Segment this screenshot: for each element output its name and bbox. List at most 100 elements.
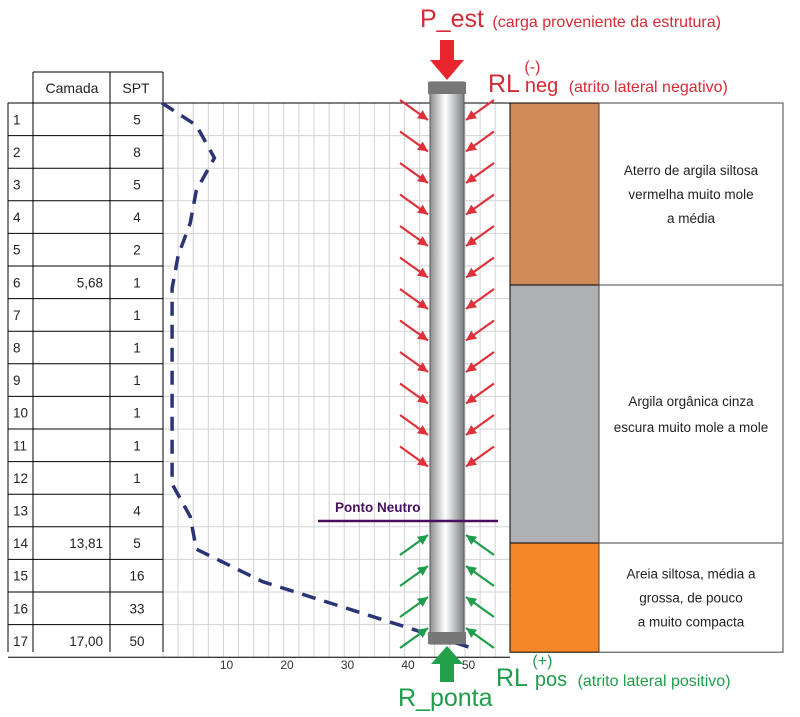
friction-arrowhead xyxy=(416,267,428,278)
friction-arrowhead xyxy=(416,362,428,372)
spt-axis-tick: 40 xyxy=(401,658,415,672)
friction-arrowhead xyxy=(466,425,478,435)
row-spt: 1 xyxy=(133,275,141,290)
header-camada: Camada xyxy=(46,80,99,96)
row-spt: 5 xyxy=(133,178,141,193)
soil-layer-description-box xyxy=(598,284,784,544)
row-spt: 4 xyxy=(133,210,141,225)
soil-layer-text: a média xyxy=(667,211,716,226)
row-depth: 10 xyxy=(13,406,28,421)
friction-arrowhead xyxy=(466,362,478,372)
friction-arrowhead xyxy=(416,456,428,467)
rl-neg-label: RL xyxy=(488,70,520,98)
soil-layer-text: a muito compacta xyxy=(638,615,745,630)
row-camada: 5,68 xyxy=(77,275,103,290)
row-spt: 4 xyxy=(133,504,141,519)
spt-axis-tick: 50 xyxy=(462,658,476,672)
friction-arrowhead xyxy=(416,535,428,545)
spt-table: Camada SPT 1 52 83 54 45 26 5,68 17 18 19 110 111 11… xyxy=(7,71,164,658)
friction-arrowhead xyxy=(416,141,428,152)
row-spt: 1 xyxy=(133,406,141,421)
ponto-neutro-label: Ponto Neutro xyxy=(335,500,421,515)
pile-cap-top xyxy=(428,82,466,94)
row-depth: 12 xyxy=(13,471,28,486)
soil-layer-text: Aterro de argila siltosa xyxy=(624,163,759,178)
friction-arrowhead xyxy=(466,393,478,404)
friction-arrowhead xyxy=(416,173,428,183)
soil-layer-description-box xyxy=(598,542,784,653)
rl-neg-title: RL (-) neg (atrito lateral negativo) xyxy=(488,59,728,98)
spt-axis-tick: 10 xyxy=(220,658,234,672)
row-spt: 33 xyxy=(129,601,144,616)
row-depth: 9 xyxy=(13,373,21,388)
friction-arrows xyxy=(399,99,495,649)
soil-layer-swatch xyxy=(509,284,600,544)
friction-arrowhead xyxy=(466,597,478,607)
header-spt: SPT xyxy=(122,80,150,96)
friction-arrowhead xyxy=(466,110,478,120)
soil-layer-text: escura muito mole a mole xyxy=(614,420,769,435)
soil-layer-text: Areia siltosa, média a xyxy=(626,567,756,582)
soil-layer-description-box xyxy=(598,102,784,286)
friction-arrowhead xyxy=(416,628,428,638)
row-depth: 16 xyxy=(13,601,28,616)
p-est-title: P_est (carga proveniente da estrutura) xyxy=(420,5,721,33)
friction-arrowhead xyxy=(416,597,428,607)
row-spt: 1 xyxy=(133,438,141,453)
soil-layer-text: vermelha muito mole xyxy=(628,187,753,202)
row-depth: 8 xyxy=(13,341,21,356)
spt-axis-tick: 20 xyxy=(280,658,294,672)
row-depth: 17 xyxy=(13,634,28,649)
r-ponta-label: R_ponta xyxy=(398,684,493,712)
row-spt: 1 xyxy=(133,341,141,356)
row-spt: 8 xyxy=(133,145,141,160)
rl-pos-sub: pos xyxy=(535,669,567,691)
row-spt: 5 xyxy=(133,536,141,551)
row-camada: 17,00 xyxy=(69,634,103,649)
row-depth: 3 xyxy=(13,178,21,193)
row-depth: 7 xyxy=(13,308,21,323)
row-camada: 13,81 xyxy=(69,536,103,551)
soil-layers: Aterro de argila siltosa vermelha muito m… xyxy=(509,102,784,653)
p-est-label: P_est xyxy=(420,5,484,33)
friction-arrowhead xyxy=(416,204,428,215)
friction-arrowhead xyxy=(466,204,478,215)
friction-arrowhead xyxy=(466,173,478,183)
friction-arrowhead xyxy=(466,456,478,467)
row-depth: 15 xyxy=(13,569,28,584)
row-depth: 2 xyxy=(13,145,21,160)
row-depth: 6 xyxy=(13,275,21,290)
soil-layer-swatch xyxy=(509,102,600,286)
row-spt: 1 xyxy=(133,373,141,388)
friction-arrowhead xyxy=(466,628,478,638)
rl-pos-title: RL (+) pos (atrito lateral positivo) xyxy=(496,653,731,692)
row-depth: 1 xyxy=(13,112,21,127)
row-spt: 1 xyxy=(133,308,141,323)
row-spt: 2 xyxy=(133,243,141,258)
r-ponta-arrow xyxy=(431,646,463,682)
row-depth: 13 xyxy=(13,504,28,519)
p-est-arrow xyxy=(430,40,464,80)
soil-layer-text: Argila orgânica cinza xyxy=(628,394,754,409)
row-depth: 11 xyxy=(13,438,27,453)
friction-arrowhead xyxy=(416,393,428,404)
row-depth: 5 xyxy=(13,243,21,258)
friction-arrowhead xyxy=(466,566,478,576)
friction-arrowhead xyxy=(416,566,428,576)
rl-neg-sub: neg xyxy=(525,75,558,97)
row-depth: 14 xyxy=(13,536,29,551)
friction-arrowhead xyxy=(466,299,478,309)
soil-layer-swatch xyxy=(509,542,600,653)
pile xyxy=(428,81,466,645)
spt-axis-tick: 30 xyxy=(341,658,355,672)
spt-curve xyxy=(161,101,470,649)
friction-arrowhead xyxy=(466,535,478,545)
friction-arrowhead xyxy=(416,110,428,120)
row-spt: 1 xyxy=(133,471,141,486)
row-spt: 50 xyxy=(129,634,144,649)
friction-arrowhead xyxy=(466,141,478,152)
rl-pos-label: RL xyxy=(496,664,528,692)
friction-arrowhead xyxy=(466,267,478,278)
friction-arrowhead xyxy=(466,330,478,341)
